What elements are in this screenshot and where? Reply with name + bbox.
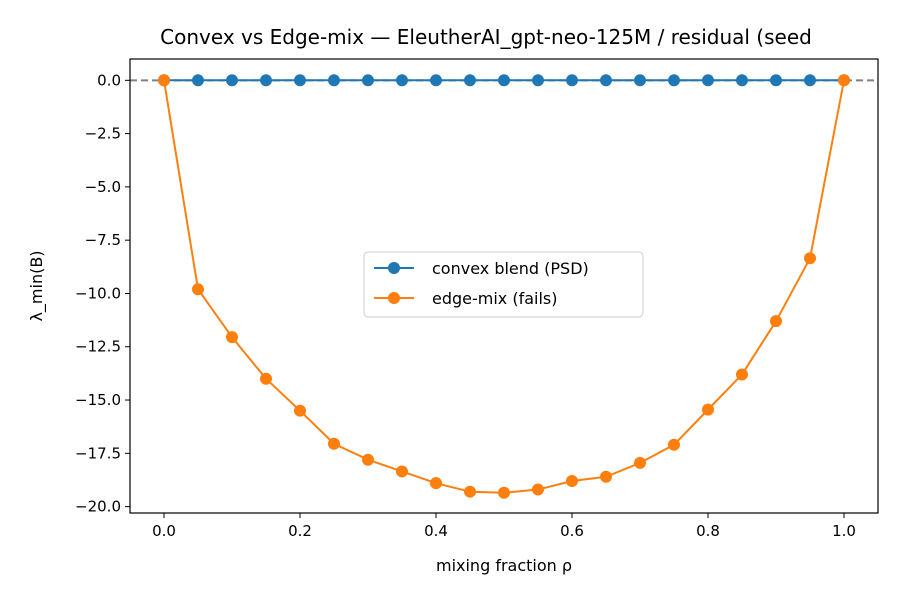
data-point-convex-blend [328,74,340,87]
x-tick-label: 0.6 [560,522,584,540]
data-point-edge-mix [702,403,714,416]
plot-frame [129,58,879,514]
x-tick-label: 1.0 [832,522,856,540]
x-tick-label: 0.4 [424,522,448,540]
data-point-convex-blend [362,74,374,87]
data-point-convex-blend [702,74,714,87]
data-point-convex-blend [498,74,510,87]
data-point-edge-mix [668,438,680,451]
data-point-edge-mix [804,252,816,265]
data-point-convex-blend [736,74,748,87]
data-point-convex-blend [430,74,442,87]
series-convex-blend [158,74,850,87]
data-point-edge-mix [158,74,170,87]
data-point-edge-mix [328,437,340,450]
data-point-convex-blend [260,74,272,87]
x-tick-label: 0.2 [288,522,312,540]
data-point-edge-mix [770,315,782,328]
y-tick-label: −5.0 [85,178,121,196]
y-tick-label: −17.5 [75,444,121,462]
y-tick-label: −7.5 [85,231,121,249]
legend-swatch-convex-blend-marker [388,262,400,274]
data-point-edge-mix [192,283,204,296]
y-tick-label: −10.0 [75,284,121,302]
x-tick-label: 0.0 [152,522,176,540]
data-point-convex-blend [532,74,544,87]
data-point-convex-blend [294,74,306,87]
chart-title: Convex vs Edge-mix — EleutherAI_gpt-neo-… [160,25,812,49]
legend-frame [363,251,644,318]
data-point-convex-blend [600,74,612,87]
y-axis-label: λ_min(B) [27,250,47,321]
legend-swatch-edge-mix-marker [388,292,400,304]
data-point-convex-blend [804,74,816,87]
data-point-edge-mix [260,372,272,385]
y-axis: 0.0 −2.5 −5.0 −7.5 −10.0 −12.5 −15.0 −17.5 −20.0 [75,71,130,516]
data-point-convex-blend [668,74,680,87]
data-point-edge-mix [294,404,306,417]
data-point-edge-mix [532,483,544,496]
y-tick-label: −15.0 [75,391,121,409]
y-tick-label: −20.0 [75,498,121,516]
data-point-edge-mix [838,74,850,87]
data-point-edge-mix [430,477,442,490]
series-edge-mix [158,74,850,499]
y-tick-label: 0.0 [97,71,121,89]
y-tick-label: −2.5 [85,125,121,143]
plot-area [130,74,878,499]
legend: convex blend (PSD) edge-mix (fails) [363,251,644,318]
legend-label-convex-blend: convex blend (PSD) [432,259,589,278]
data-point-edge-mix [634,456,646,469]
data-point-edge-mix [736,368,748,381]
data-point-convex-blend [226,74,238,87]
data-point-edge-mix [600,470,612,483]
data-point-convex-blend [634,74,646,87]
data-point-convex-blend [566,74,578,87]
x-tick-label: 0.8 [696,522,720,540]
data-point-edge-mix [464,485,476,498]
x-axis: 0.0 0.2 0.4 0.6 0.8 1.0 [152,513,856,540]
x-axis-label: mixing fraction ρ [436,556,572,575]
data-point-convex-blend [192,74,204,87]
data-point-edge-mix [226,331,238,344]
data-point-convex-blend [770,74,782,87]
y-tick-label: −12.5 [75,338,121,356]
data-point-edge-mix [396,465,408,478]
legend-label-edge-mix: edge-mix (fails) [432,289,558,308]
data-point-convex-blend [396,74,408,87]
data-point-edge-mix [362,453,374,466]
data-point-edge-mix [498,486,510,499]
data-point-convex-blend [464,74,476,87]
data-point-edge-mix [566,475,578,488]
